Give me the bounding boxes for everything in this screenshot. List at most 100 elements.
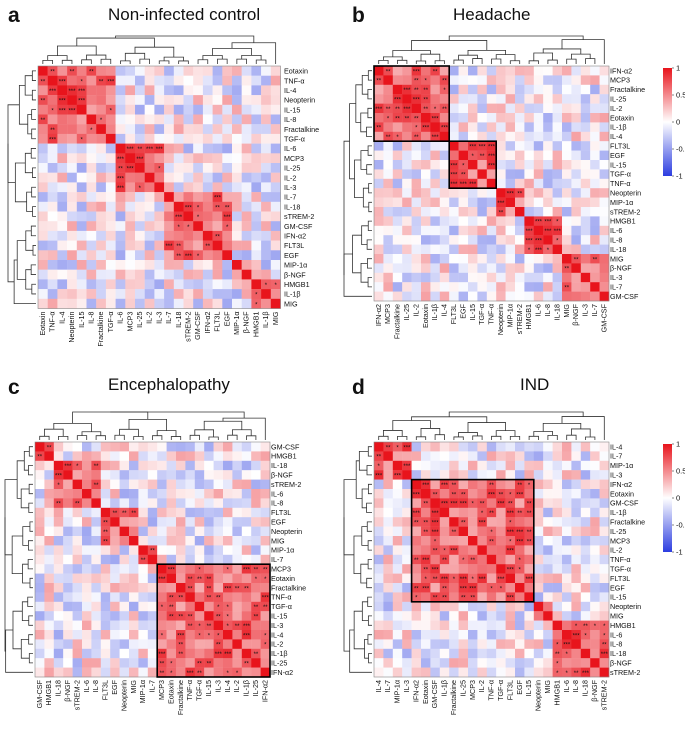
heatmap-cell (515, 244, 525, 255)
heatmap-cell (580, 639, 591, 649)
column-label: IL-4 (223, 680, 232, 692)
heatmap-cell (486, 489, 497, 499)
heatmap-cell (392, 244, 403, 255)
heatmap-cell (505, 460, 516, 471)
heatmap-cell (533, 573, 544, 584)
heatmap-cell (590, 131, 600, 142)
heatmap-cell (505, 479, 516, 490)
heatmap-cell (402, 442, 412, 452)
heatmap-cell (241, 75, 252, 86)
heatmap-cell (449, 160, 459, 170)
heatmap-cell (147, 648, 158, 659)
heatmap-cell (552, 235, 563, 245)
heatmap-cell (223, 667, 233, 678)
heatmap-cell (86, 104, 97, 115)
heatmap-cell (383, 197, 393, 208)
significance-mark: * (575, 624, 578, 630)
heatmap-cell (115, 269, 126, 280)
heatmap-cell (430, 583, 440, 593)
heatmap-cell (96, 260, 107, 270)
significance-mark: ** (470, 558, 475, 564)
heatmap-cell (57, 260, 68, 270)
heatmap-cell (449, 498, 459, 508)
heatmap-cell (185, 611, 195, 621)
heatmap-cell (47, 289, 58, 299)
heatmap-cell (193, 163, 204, 173)
heatmap-cell (241, 667, 252, 678)
heatmap-cell (223, 451, 233, 461)
heatmap-cell (251, 192, 262, 202)
heatmap-cell (552, 122, 563, 132)
significance-mark: * (509, 539, 512, 545)
heatmap-cell (515, 122, 525, 132)
heatmap-cell (421, 498, 431, 508)
heatmap-cell (76, 143, 87, 154)
heatmap-cell (119, 583, 130, 593)
heatmap-cell (449, 601, 459, 612)
heatmap-cell (374, 489, 384, 499)
heatmap-cell (383, 94, 393, 104)
heatmap-cell (599, 611, 610, 621)
column-label: β-NGF (63, 679, 72, 701)
significance-mark: * (415, 126, 418, 132)
heatmap-cell (392, 84, 403, 95)
heatmap-cell (449, 507, 459, 518)
heatmap-cell (392, 648, 403, 659)
heatmap-cell (63, 489, 73, 499)
heatmap-cell (477, 141, 487, 151)
heatmap-cell (477, 536, 487, 546)
dendrogram-branch (366, 577, 372, 589)
heatmap-cell (96, 201, 107, 212)
heatmap-cell (125, 230, 136, 241)
heatmap-cell (76, 172, 87, 183)
heatmap-cell (505, 94, 516, 104)
heatmap-cell (251, 460, 261, 471)
heatmap-cell (193, 269, 204, 280)
heatmap-cell (35, 479, 45, 490)
heatmap-cell (571, 75, 581, 85)
column-label: GM-CSF (35, 679, 44, 708)
heatmap-cell (135, 230, 145, 241)
heatmap-cell (552, 169, 563, 179)
colorbar-tick-label: 0 (676, 118, 680, 127)
dendrogram-branch (343, 140, 350, 276)
heatmap-cell (213, 611, 224, 621)
heatmap-cell (505, 601, 516, 612)
heatmap-cell (194, 554, 205, 565)
heatmap-cell (486, 573, 497, 584)
heatmap-cell (185, 583, 195, 593)
heatmap-cell (562, 536, 572, 546)
heatmap-cell (383, 122, 393, 132)
heatmap-cell (524, 601, 534, 612)
column-label: IL-25 (458, 680, 467, 696)
heatmap-cell (212, 211, 223, 222)
heatmap-cell (486, 648, 497, 659)
heatmap-frame (373, 441, 610, 678)
heatmap-cell (194, 601, 205, 612)
heatmap-cell (63, 639, 73, 649)
heatmap-cell (402, 526, 412, 537)
heatmap-cell (213, 545, 224, 555)
heatmap-cell (53, 658, 64, 668)
heatmap-cell (383, 131, 393, 142)
heatmap-cell (411, 150, 422, 161)
significance-mark: * (472, 577, 475, 583)
heatmap-cell (105, 269, 116, 280)
heatmap-cell (173, 240, 184, 251)
heatmap-cell (261, 269, 271, 280)
heatmap-cell (486, 583, 497, 593)
heatmap-cell (571, 658, 581, 668)
heatmap-cell (76, 66, 87, 76)
significance-mark: *** (224, 586, 232, 592)
heatmap-cell (580, 489, 591, 499)
heatmap-cell (505, 272, 516, 283)
dendrogram-branch (561, 39, 605, 64)
heatmap-cell (533, 225, 544, 236)
heatmap-cell (213, 592, 224, 602)
significance-mark: ** (442, 107, 447, 113)
column-label: GM-CSF (599, 303, 608, 332)
heatmap-cell (135, 114, 145, 125)
dendrogram-branch (203, 420, 243, 430)
heatmap-cell (562, 620, 572, 631)
heatmap-cell (223, 639, 233, 649)
